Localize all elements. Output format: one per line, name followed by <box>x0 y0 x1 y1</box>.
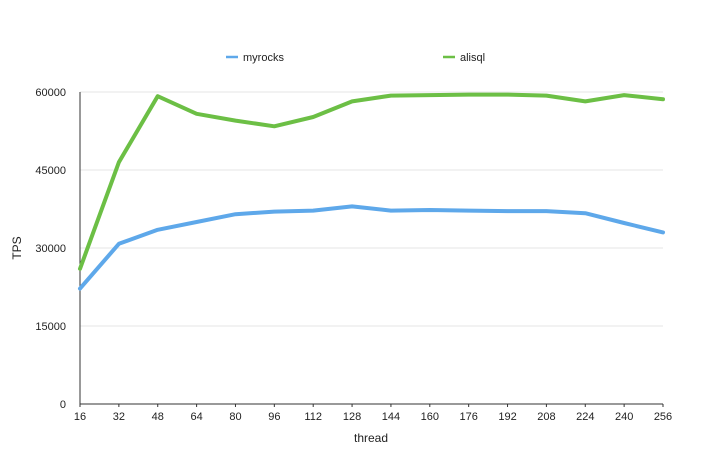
gridlines <box>80 91 663 327</box>
x-tick-label: 48 <box>152 411 164 423</box>
x-tick-label: 16 <box>74 411 86 423</box>
legend: myrocks alisql <box>226 52 485 64</box>
x-tick-labels: 16 32 48 64 80 96 112 128 144 160 176 192 208 224 240 2… <box>74 404 672 423</box>
x-tick-label: 32 <box>113 411 125 423</box>
y-tick-labels: 0 15000 30000 45000 60000 <box>35 87 66 411</box>
legend-label-myrocks: myrocks <box>243 52 284 64</box>
y-tick-label: 0 <box>60 399 66 411</box>
y-axis-title: TPS <box>10 236 24 259</box>
x-tick-label: 112 <box>304 411 322 423</box>
y-tick-label: 45000 <box>35 165 66 177</box>
x-tick-label: 128 <box>343 411 361 423</box>
x-tick-label: 96 <box>268 411 280 423</box>
y-tick-label: 60000 <box>35 87 66 99</box>
x-tick-label: 240 <box>615 411 633 423</box>
x-tick-label: 224 <box>576 411 594 423</box>
x-tick-label: 256 <box>654 411 672 423</box>
x-tick-label: 160 <box>421 411 439 423</box>
x-tick-label: 208 <box>537 411 555 423</box>
x-axis-title: thread <box>354 431 388 445</box>
legend-label-alisql: alisql <box>460 52 485 64</box>
x-tick-label: 192 <box>498 411 516 423</box>
y-tick-label: 15000 <box>35 321 66 333</box>
x-tick-label: 64 <box>190 411 202 423</box>
y-tick-label: 30000 <box>35 243 66 255</box>
x-tick-label: 176 <box>459 411 477 423</box>
x-tick-label: 80 <box>229 411 241 423</box>
series-line-myrocks <box>78 204 665 291</box>
series-line-alisql <box>78 92 665 271</box>
series-lines <box>78 92 665 291</box>
axes <box>79 92 663 405</box>
x-tick-label: 144 <box>382 411 400 423</box>
